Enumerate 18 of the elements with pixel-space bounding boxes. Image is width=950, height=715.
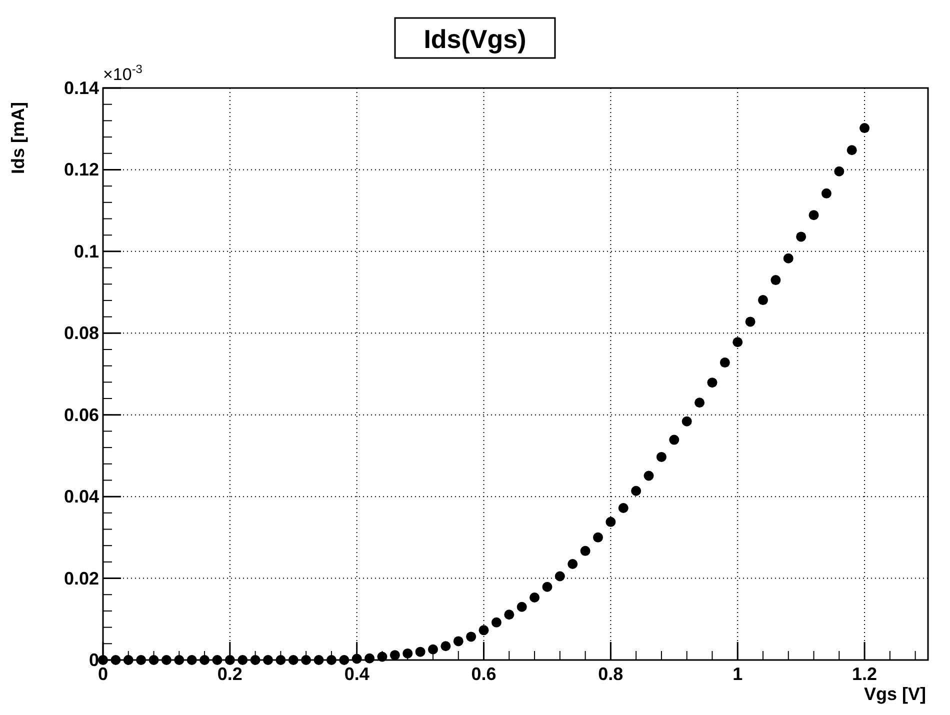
y-tick-label: 0.12 — [64, 160, 99, 180]
x-tick-label: 0.4 — [344, 664, 370, 684]
y-axis-title: Ids [mA] — [8, 102, 28, 174]
chart-title: Ids(Vgs) — [424, 24, 526, 54]
y-tick-label: 0 — [88, 650, 99, 670]
y-tick-label: 0.06 — [64, 404, 99, 425]
x-tick-label: 0.6 — [471, 664, 496, 684]
x-tick-label: 0.2 — [217, 664, 242, 684]
x-tick-label: 1.2 — [852, 664, 878, 684]
y-tick-label: 0.08 — [64, 323, 99, 344]
y-tick-label: 0.04 — [64, 486, 99, 507]
y-tick-label: 0.14 — [64, 78, 99, 98]
text: ×10$^{-3}$ — [103, 62, 143, 84]
x-axis-title: Vgs [V] — [864, 684, 926, 704]
y-tick-label: 0.1 — [74, 241, 99, 262]
x-tick-label: 1 — [732, 664, 743, 684]
y-tick-label: 0.02 — [64, 568, 99, 588]
x-tick-label: 0.8 — [598, 664, 624, 684]
